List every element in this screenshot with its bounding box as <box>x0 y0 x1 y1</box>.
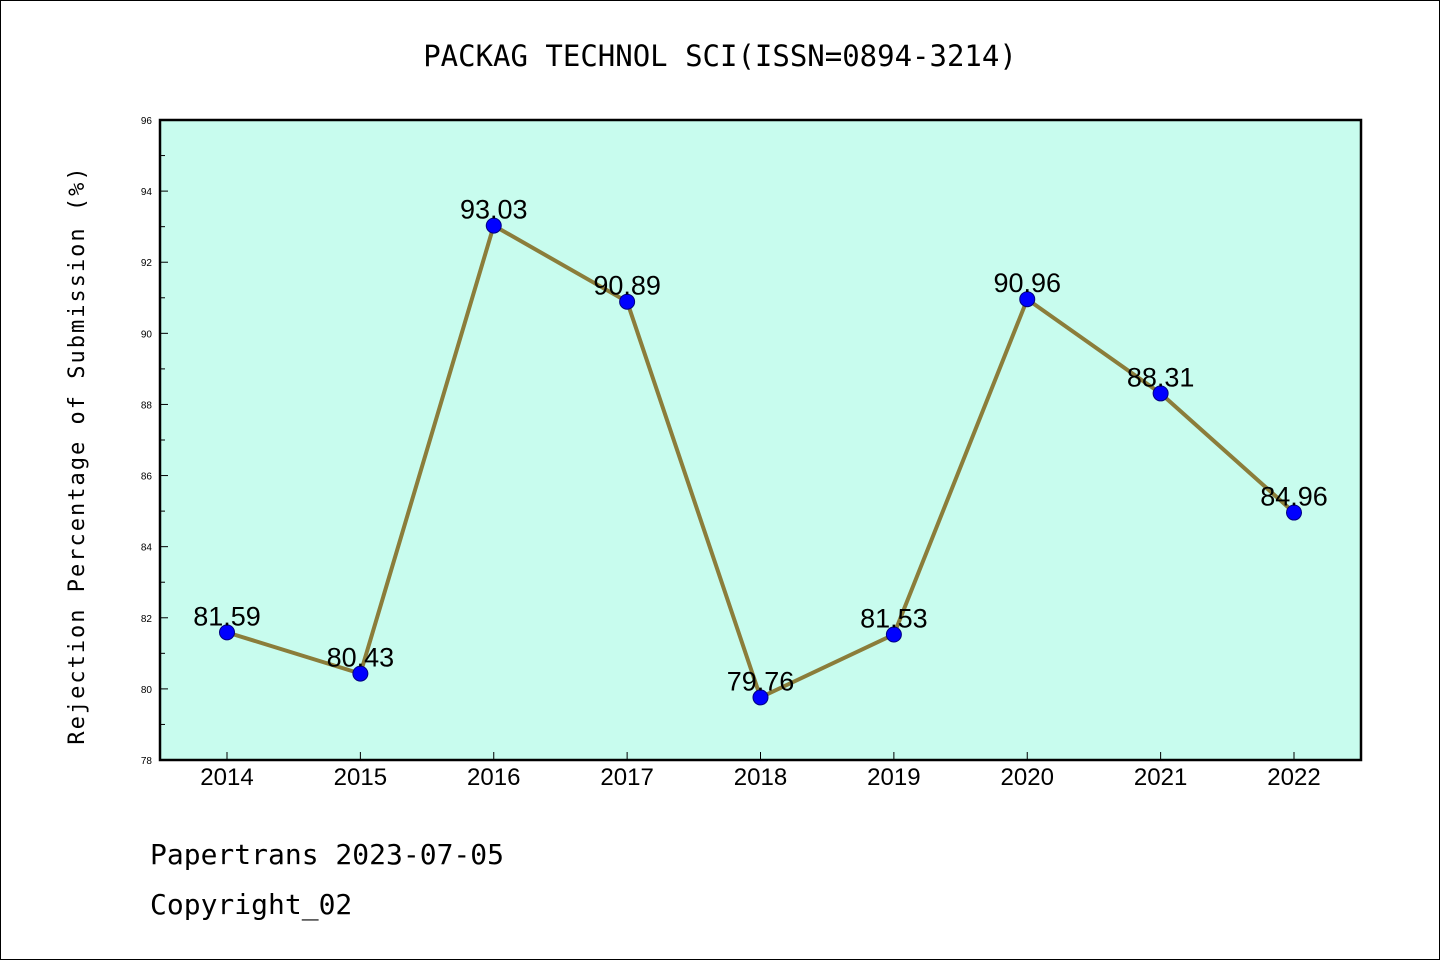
data-markers <box>219 217 1302 706</box>
y-tick-label: 90 <box>141 329 153 340</box>
y-tick-label: 82 <box>141 614 153 625</box>
x-tick-label: 2014 <box>200 764 253 791</box>
y-axis-label: Rejection Percentage of Submission (%) <box>65 165 90 744</box>
x-tick-label: 2021 <box>1134 764 1187 791</box>
footer-line-2: Copyright_02 <box>150 888 352 922</box>
data-label: 81.59 <box>193 601 261 631</box>
y-tick-label: 86 <box>141 472 153 483</box>
data-point <box>1152 385 1169 402</box>
data-point <box>1286 504 1302 521</box>
plot-area <box>158 118 1363 762</box>
x-axis: 2014 2015 2016 2017 2018 2019 2020 2021 2022 <box>200 752 1321 791</box>
y-tick-label: 94 <box>141 187 153 198</box>
data-label: 80.43 <box>327 643 395 673</box>
y-tick-label: 78 <box>141 756 153 767</box>
y-tick-label: 92 <box>141 258 153 269</box>
y-tick-label: 96 <box>141 116 153 127</box>
data-label: 93.03 <box>460 195 528 225</box>
data-point <box>219 624 235 641</box>
x-tick-label: 2017 <box>600 764 653 791</box>
x-tick-label: 2016 <box>467 764 520 791</box>
x-tick-label: 2020 <box>1001 764 1054 791</box>
data-point <box>352 665 369 682</box>
data-label: 90.89 <box>593 271 661 301</box>
x-tick-label: 2018 <box>734 764 787 791</box>
data-point <box>752 689 769 706</box>
data-label: 81.53 <box>860 603 928 633</box>
y-tick-label: 88 <box>141 400 153 411</box>
chart-title: PACKAG TECHNOL SCI(ISSN=0894-3214) <box>423 39 1017 73</box>
y-tick-label: 84 <box>141 543 153 554</box>
data-labels: 81.59 80.43 93.03 90.89 79.76 81.53 90.96 88.31… <box>193 195 1328 697</box>
data-point <box>485 217 502 234</box>
data-point <box>619 293 636 310</box>
y-axis: 78 80 82 84 86 88 90 92 94 96 <box>141 116 168 767</box>
x-tick-label: 2022 <box>1267 764 1320 791</box>
data-point <box>1019 291 1036 308</box>
footer-line-1: Papertrans 2023-07-05 <box>150 838 504 871</box>
data-label: 88.31 <box>1127 362 1195 392</box>
x-tick-label: 2019 <box>867 764 920 791</box>
x-tick-label: 2015 <box>334 764 387 791</box>
data-label: 84.96 <box>1260 482 1328 512</box>
data-point <box>885 626 902 643</box>
y-tick-label: 80 <box>141 685 153 696</box>
data-label: 79.76 <box>727 666 795 696</box>
data-label: 90.96 <box>993 268 1061 298</box>
